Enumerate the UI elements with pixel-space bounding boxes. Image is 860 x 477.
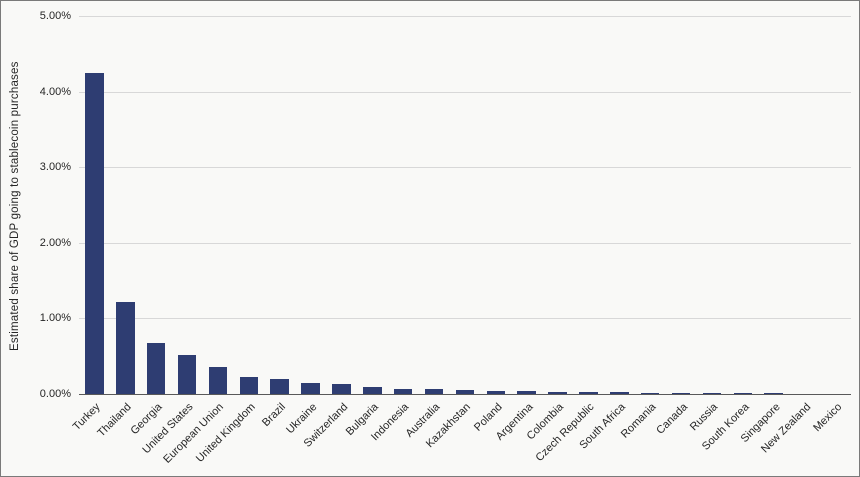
- bar-slot: [357, 16, 388, 394]
- gridline: [79, 318, 851, 320]
- x-tick-label: Brazil: [260, 401, 289, 429]
- bar: [116, 301, 135, 394]
- bar: [332, 384, 351, 394]
- bar: [517, 390, 536, 394]
- bar-slot: [419, 16, 450, 394]
- bar-slot: [295, 16, 326, 394]
- bars-group: [79, 16, 851, 394]
- bar: [177, 354, 197, 394]
- plot-area: 0.00% 1.00% 2.00% 3.00% 4.00% 5.00% Turkey Thai…: [40, 10, 851, 466]
- bar: [702, 392, 722, 394]
- bar-slot: [511, 16, 542, 394]
- bar-slot: [480, 16, 511, 394]
- bar-slot: [727, 16, 758, 394]
- bar: [486, 390, 506, 394]
- bar-slot: [264, 16, 295, 394]
- bar-slot: [388, 16, 419, 394]
- x-tick: Mexico: [811, 394, 851, 474]
- y-tick-label: 5.00%: [39, 10, 71, 22]
- bar: [640, 392, 660, 394]
- bar-slot: [542, 16, 573, 394]
- bar-slot: [79, 16, 110, 394]
- bar-slot: [666, 16, 697, 394]
- x-axis-labels: Turkey Thailand Georgia United States Europe…: [71, 394, 851, 474]
- y-tick-label: 4.00%: [39, 85, 71, 98]
- gridline: [79, 16, 851, 17]
- bar-slot: [758, 16, 789, 394]
- x-tick: United Kingdom: [193, 394, 264, 474]
- y-tick-label: 3.00%: [39, 161, 71, 174]
- bar: [733, 392, 753, 394]
- bar-slot: [635, 16, 666, 394]
- bar-slot: [110, 16, 141, 394]
- bar: [610, 392, 629, 394]
- bar-slot: [203, 16, 234, 394]
- y-axis-title: Estimated share of GDP going to stableco…: [9, 61, 21, 351]
- bar-slot: [604, 16, 635, 394]
- bar-slot: [820, 16, 851, 394]
- bar: [548, 391, 567, 394]
- bar: [85, 72, 104, 394]
- bar-slot: [450, 16, 481, 394]
- x-tick: Kazakhstan: [424, 394, 481, 474]
- bar: [424, 389, 444, 394]
- bar-slot: [697, 16, 728, 394]
- bar: [301, 382, 320, 394]
- bar: [671, 392, 691, 394]
- bar-slot: [141, 16, 172, 394]
- gridline: [79, 91, 851, 93]
- x-axis-line: [79, 394, 851, 395]
- bar-slot: [573, 16, 604, 394]
- bar: [579, 391, 598, 394]
- bar: [363, 387, 382, 394]
- x-tick: New Zealand: [759, 394, 820, 474]
- bar: [208, 366, 228, 394]
- bar: [764, 392, 783, 394]
- gridline: [79, 167, 851, 169]
- bar: [146, 342, 166, 394]
- bar-slot: [233, 16, 264, 394]
- y-tick-label: 0.00%: [39, 388, 71, 400]
- y-tick-label: 2.00%: [39, 236, 71, 249]
- gridline: [79, 242, 851, 244]
- bar-slot: [326, 16, 357, 394]
- bar-slot: [789, 16, 820, 394]
- bar: [270, 378, 289, 394]
- y-tick-label: 1.00%: [39, 312, 71, 325]
- bar: [393, 388, 413, 394]
- bar-slot: [172, 16, 203, 394]
- bar: [455, 390, 475, 394]
- x-tick: Canada: [654, 394, 697, 474]
- bar: [239, 377, 259, 394]
